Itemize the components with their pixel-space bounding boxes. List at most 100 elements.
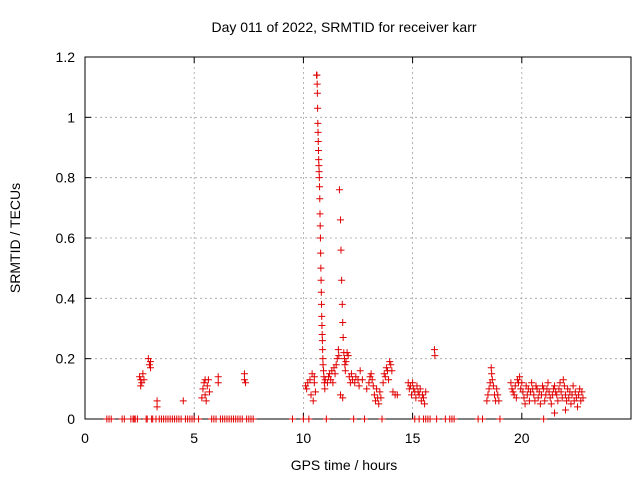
data-point [147,364,155,372]
data-point [315,162,323,170]
data-point [382,364,390,372]
data-point [430,346,438,354]
data-point [478,415,486,423]
data-point [530,391,538,399]
data-point [343,349,351,357]
data-point [314,137,322,145]
data-point [380,370,388,378]
data-point [379,379,387,387]
data-point [335,352,343,360]
data-point [561,406,569,414]
data-point [541,397,549,405]
data-point [153,403,161,411]
data-point [532,382,540,390]
data-point [496,415,504,423]
data-point [567,400,575,408]
x-tick-label: 20 [514,430,530,446]
data-point [542,391,550,399]
data-point [489,382,497,390]
data-point [313,71,321,79]
y-tick-label: 0 [67,411,75,427]
data-point [350,415,358,423]
data-point [339,318,347,326]
axis-ticks [84,56,631,420]
data-point [556,379,564,387]
data-point [318,300,326,308]
data-point [351,379,359,387]
data-point [347,370,355,378]
data-point [561,391,569,399]
data-point [521,400,529,408]
data-point [317,264,325,272]
x-axis-title: GPS time / hours [291,457,398,473]
data-point [341,367,349,375]
data-point [315,156,323,164]
data-point [198,394,206,402]
data-point [558,394,566,402]
data-point [540,415,548,423]
data-point [317,276,325,284]
data-point [483,397,491,405]
data-point [433,415,441,423]
data-point [368,376,376,384]
chart-title: Day 011 of 2022, SRMTID for receiver kar… [211,19,476,35]
data-point [412,394,420,402]
data-point [153,397,161,405]
data-point [536,400,544,408]
data-point [568,391,576,399]
data-point [523,391,531,399]
data-point [314,147,322,155]
data-point [378,415,386,423]
data-point [495,397,503,405]
data-point [179,397,187,405]
data-point [145,361,153,369]
data-point [205,388,213,396]
data-point [338,300,346,308]
data-point [147,358,155,366]
data-point [136,373,144,381]
data-point [575,391,583,399]
data-point [322,415,330,423]
data-point [393,391,401,399]
data-point [333,355,341,363]
data-point [520,394,528,402]
data-point [337,246,345,254]
data-point [571,388,579,396]
data-point [133,415,141,423]
x-tick-label: 5 [190,430,198,446]
data-point [388,367,396,375]
data-point [316,195,324,203]
data-point [484,391,492,399]
data-point [485,385,493,393]
data-point [319,355,327,363]
data-point [319,367,327,375]
data-point [579,394,587,402]
tick-labels: 0 0.2 0.4 0.6 0.8 1 1.2 0 5 10 15 20 [56,49,530,446]
data-point [512,394,520,402]
data-point [305,415,313,423]
data-point [202,397,210,405]
data-point [560,382,568,390]
data-point [518,379,526,387]
y-axis-title: SRMTID / TECUs [7,183,23,293]
data-point [195,415,203,423]
data-point [511,382,519,390]
data-point [554,397,562,405]
data-point [557,388,565,396]
data-point [318,337,326,345]
data-points [103,71,587,423]
data-point [310,379,318,387]
data-point [551,409,559,417]
data-point [534,394,542,402]
data-point [507,379,515,387]
data-point [544,379,552,387]
data-point [199,385,207,393]
data-point [418,391,426,399]
data-point [545,388,553,396]
data-point [516,373,524,381]
x-tick-label: 15 [405,430,421,446]
y-tick-label: 1.2 [56,49,76,65]
data-point [426,415,434,423]
y-tick-label: 1 [67,109,75,125]
